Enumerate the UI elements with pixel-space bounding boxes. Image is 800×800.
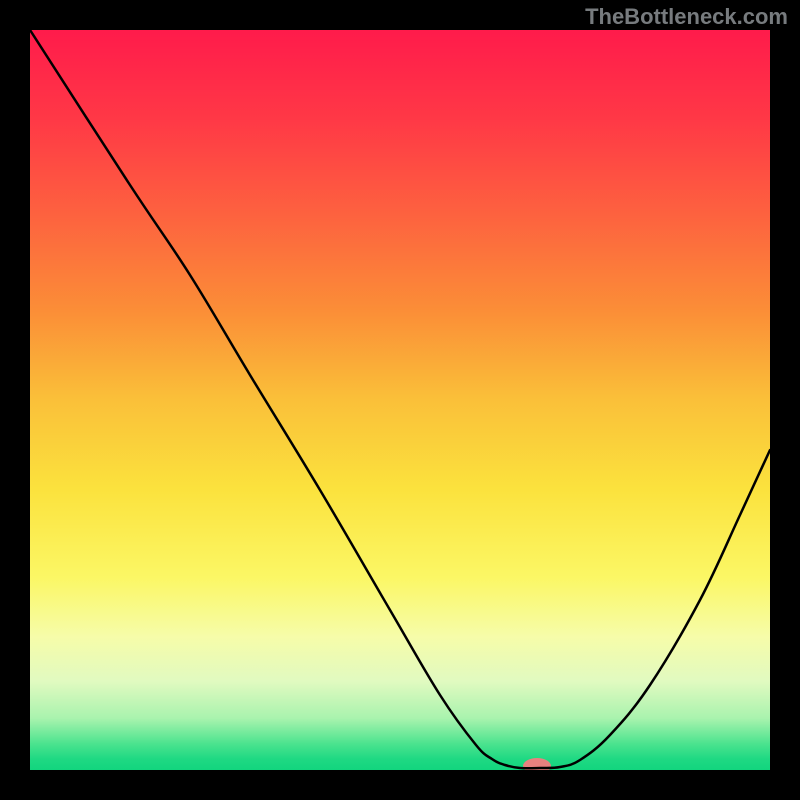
watermark-text: TheBottleneck.com: [585, 4, 788, 30]
bottleneck-chart: [0, 0, 800, 800]
plot-area: [30, 30, 770, 770]
chart-container: TheBottleneck.com: [0, 0, 800, 800]
